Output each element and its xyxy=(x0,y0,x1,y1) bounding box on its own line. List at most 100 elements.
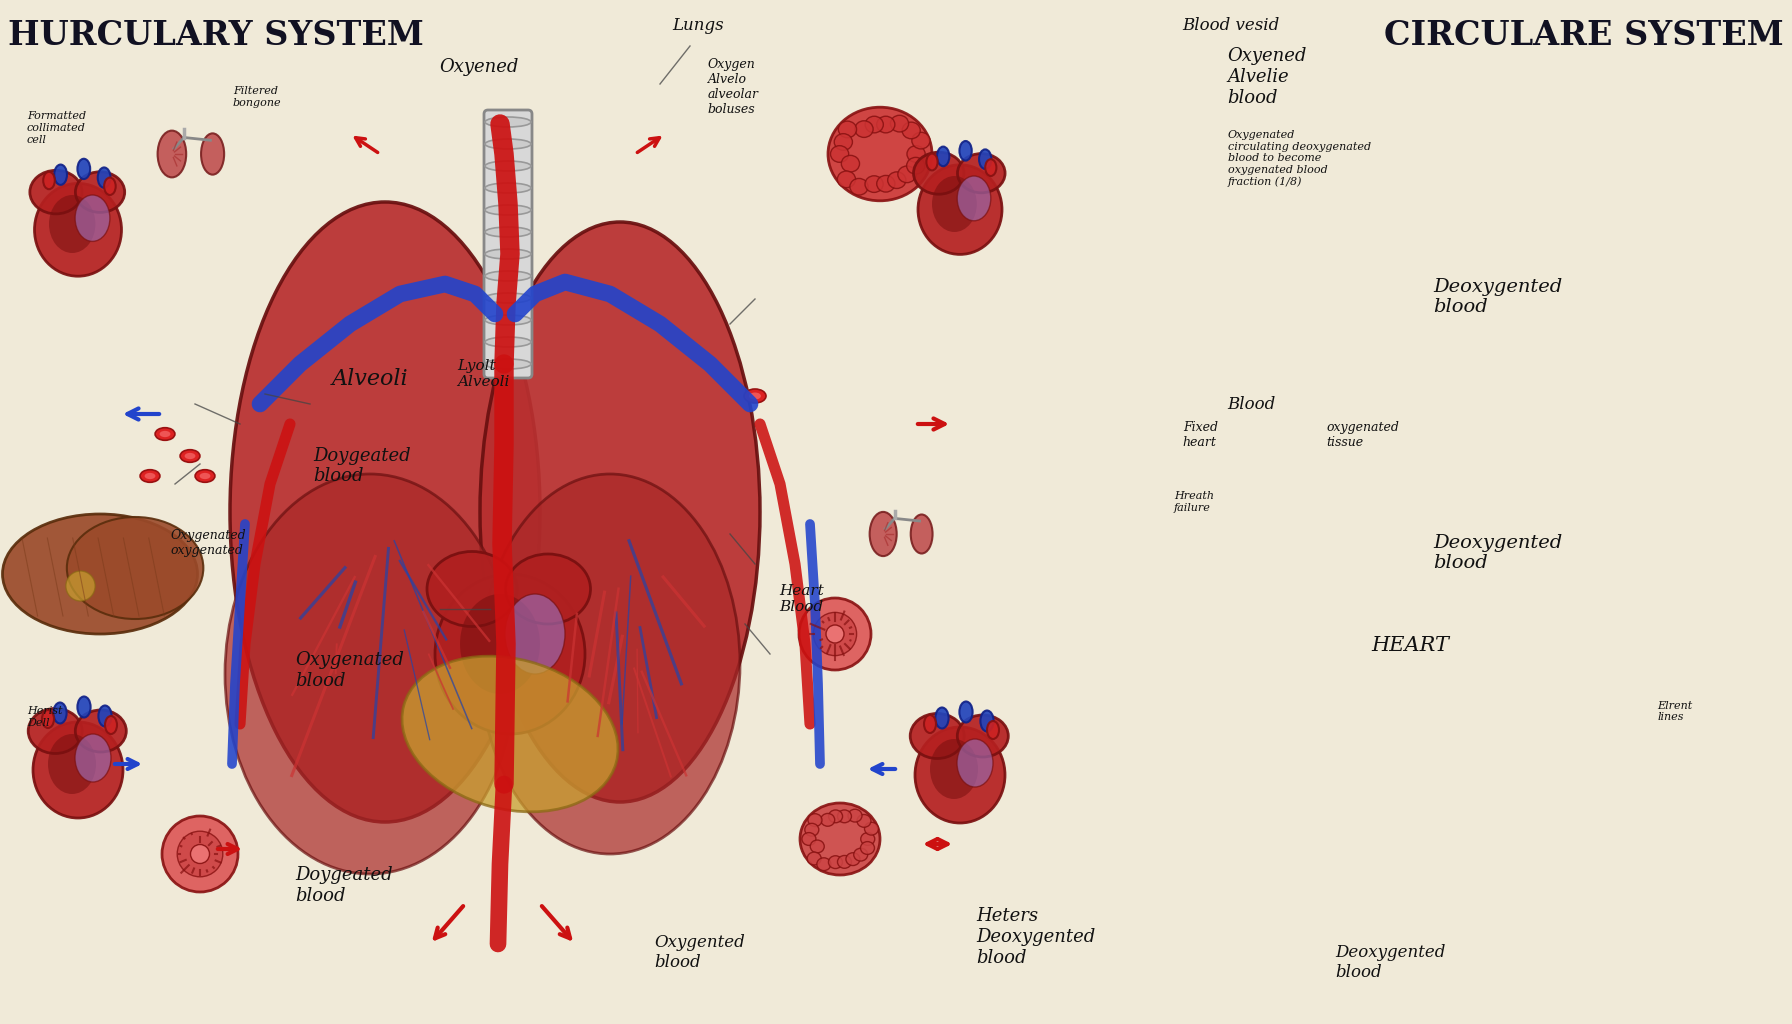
Ellipse shape xyxy=(837,810,851,822)
Text: Oxygenated
circulating deoxygenated
blood to become
oxygenated blood
fraction (1: Oxygenated circulating deoxygenated bloo… xyxy=(1228,130,1371,187)
Ellipse shape xyxy=(480,222,760,802)
Text: Lyolt
Alveoli: Lyolt Alveoli xyxy=(457,358,509,389)
Ellipse shape xyxy=(486,293,530,303)
Ellipse shape xyxy=(935,708,948,728)
Text: Oxygented
blood: Oxygented blood xyxy=(654,934,745,971)
Ellipse shape xyxy=(177,831,222,877)
Ellipse shape xyxy=(30,170,82,214)
Text: Oxygenated
oxygenated: Oxygenated oxygenated xyxy=(170,528,246,557)
Ellipse shape xyxy=(75,195,109,242)
Ellipse shape xyxy=(77,696,91,718)
Ellipse shape xyxy=(855,121,873,137)
Ellipse shape xyxy=(925,715,935,733)
Ellipse shape xyxy=(749,392,762,399)
Ellipse shape xyxy=(229,202,539,822)
Ellipse shape xyxy=(161,816,238,892)
Ellipse shape xyxy=(66,571,95,601)
Ellipse shape xyxy=(486,183,530,193)
Ellipse shape xyxy=(43,172,56,189)
Ellipse shape xyxy=(181,450,201,462)
Ellipse shape xyxy=(435,574,584,734)
Ellipse shape xyxy=(826,625,844,643)
Ellipse shape xyxy=(805,823,819,837)
Ellipse shape xyxy=(810,840,824,853)
Ellipse shape xyxy=(401,656,618,812)
Text: Oxyened
Alvelie
blood: Oxyened Alvelie blood xyxy=(1228,47,1306,106)
Ellipse shape xyxy=(891,116,909,132)
Ellipse shape xyxy=(866,117,883,133)
Ellipse shape xyxy=(104,177,116,195)
Ellipse shape xyxy=(853,848,867,861)
Ellipse shape xyxy=(821,813,835,826)
Ellipse shape xyxy=(2,514,197,634)
Ellipse shape xyxy=(839,121,857,138)
Ellipse shape xyxy=(837,855,851,868)
Ellipse shape xyxy=(806,852,821,865)
Ellipse shape xyxy=(486,161,530,171)
Text: Oxygenated
blood: Oxygenated blood xyxy=(296,651,405,690)
Text: Lungs: Lungs xyxy=(672,17,724,34)
Ellipse shape xyxy=(910,514,932,554)
Ellipse shape xyxy=(866,176,883,193)
Text: Deoxygented
blood: Deoxygented blood xyxy=(1335,944,1446,981)
Ellipse shape xyxy=(830,145,849,163)
Text: Doygeated
blood: Doygeated blood xyxy=(296,866,392,905)
Text: Oxygen
Alvelo
alveolar
boluses: Oxygen Alvelo alveolar boluses xyxy=(708,58,758,116)
Ellipse shape xyxy=(828,810,842,822)
Ellipse shape xyxy=(978,150,991,169)
Ellipse shape xyxy=(486,227,530,237)
Ellipse shape xyxy=(744,389,765,403)
Ellipse shape xyxy=(486,139,530,150)
Ellipse shape xyxy=(106,716,116,734)
Ellipse shape xyxy=(959,701,973,723)
Text: Elrent
lines: Elrent lines xyxy=(1658,700,1693,723)
Ellipse shape xyxy=(75,710,125,752)
Ellipse shape xyxy=(869,512,896,556)
Ellipse shape xyxy=(860,842,874,854)
Ellipse shape xyxy=(918,165,1002,254)
Ellipse shape xyxy=(54,702,66,724)
Ellipse shape xyxy=(808,814,823,826)
Ellipse shape xyxy=(461,594,539,694)
Ellipse shape xyxy=(907,145,925,163)
Text: Heart
Blood: Heart Blood xyxy=(780,584,824,614)
Ellipse shape xyxy=(75,172,125,212)
Ellipse shape xyxy=(864,822,878,836)
Ellipse shape xyxy=(99,168,111,187)
Ellipse shape xyxy=(486,117,530,127)
Ellipse shape xyxy=(201,133,224,175)
Ellipse shape xyxy=(901,122,921,139)
Ellipse shape xyxy=(486,359,530,369)
Ellipse shape xyxy=(814,612,857,655)
Text: CIRCULARE SYSTEM: CIRCULARE SYSTEM xyxy=(1383,19,1785,52)
Ellipse shape xyxy=(912,132,930,148)
Ellipse shape xyxy=(54,165,66,185)
Ellipse shape xyxy=(48,734,97,794)
Ellipse shape xyxy=(817,858,831,870)
Ellipse shape xyxy=(159,431,170,437)
Ellipse shape xyxy=(32,722,124,818)
Ellipse shape xyxy=(959,141,971,161)
Ellipse shape xyxy=(957,715,1009,757)
Ellipse shape xyxy=(48,195,95,253)
Ellipse shape xyxy=(77,159,90,179)
Ellipse shape xyxy=(75,734,111,782)
Ellipse shape xyxy=(34,183,122,276)
Text: Herist
Dell: Herist Dell xyxy=(27,706,63,728)
Ellipse shape xyxy=(199,473,210,479)
Ellipse shape xyxy=(957,154,1005,193)
Ellipse shape xyxy=(840,156,860,172)
Ellipse shape xyxy=(887,172,907,188)
Ellipse shape xyxy=(480,474,740,854)
Ellipse shape xyxy=(914,153,964,195)
Text: HEART: HEART xyxy=(1371,636,1448,654)
Ellipse shape xyxy=(916,727,1005,823)
Ellipse shape xyxy=(860,833,874,846)
Ellipse shape xyxy=(848,809,862,822)
Ellipse shape xyxy=(140,470,159,482)
Text: Blood vesid: Blood vesid xyxy=(1183,17,1279,34)
Ellipse shape xyxy=(835,134,853,151)
Ellipse shape xyxy=(426,552,518,627)
Text: Heters
Deoxygented
blood: Heters Deoxygented blood xyxy=(977,907,1097,967)
Ellipse shape xyxy=(486,337,530,347)
